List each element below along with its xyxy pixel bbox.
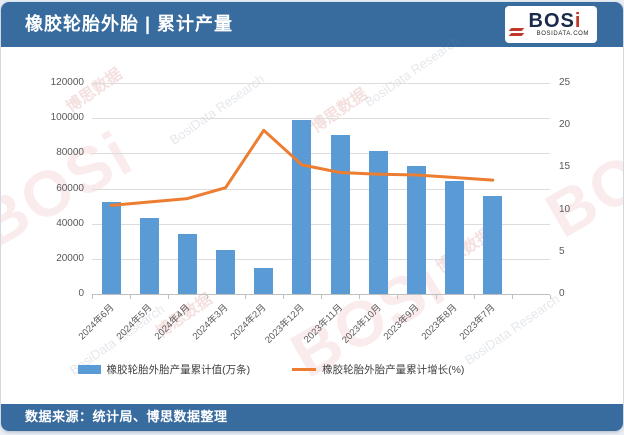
x-axis-tick [397, 295, 399, 299]
x-axis-label: 2023年8月 [419, 302, 460, 343]
legend-bar-swatch-icon [77, 365, 101, 374]
chart-footer: 数据来源：统计局、博思数据整理 [1, 404, 623, 431]
x-axis-label: 2023年11月 [302, 302, 346, 346]
bar-2023年7月 [483, 195, 503, 294]
y-axis-right-tick-label: 0 [559, 288, 565, 299]
x-axis-label: 2023年7月 [457, 302, 498, 343]
gridline [92, 188, 550, 190]
x-axis-label: 2024年6月 [76, 302, 117, 343]
watermark-logo: BOSi [1, 116, 145, 262]
y-axis-right-tick-label: 5 [559, 245, 565, 257]
x-axis-tick [359, 295, 361, 299]
y-axis-right-tick-label: 25 [559, 77, 571, 88]
watermark-logo: BOSi [534, 106, 623, 252]
bosidata-logo: BOSi BOSIDATA.COM [505, 6, 597, 43]
y-axis-left-tick-label: 120000 [50, 77, 84, 88]
logo-stripes-icon [508, 26, 525, 38]
bar-2023年9月 [406, 165, 426, 294]
bar-2024年6月 [101, 201, 121, 294]
y-axis-left-tick-label: 20000 [56, 252, 84, 264]
gridline [92, 153, 550, 155]
x-axis-label: 2023年9月 [381, 302, 422, 343]
watermark-cn: 博思数据 [308, 85, 371, 137]
bar-2023年8月 [445, 181, 465, 294]
logo-text: BOSi [528, 10, 582, 32]
x-axis-tick [550, 295, 551, 299]
x-axis-tick [435, 295, 437, 299]
x-axis-tick [244, 295, 246, 299]
legend-item-line: 橡胶轮胎外胎产量累计增长(%) [292, 362, 464, 377]
y-axis-left-tick-label: 100000 [50, 112, 84, 124]
x-axis-tick [206, 295, 208, 299]
legend-label: 橡胶轮胎外胎产量累计增长(%) [322, 364, 465, 376]
x-axis-tick [130, 295, 132, 299]
watermark-cn: 博思数据 [153, 290, 216, 342]
x-axis-tick [168, 295, 170, 299]
watermark-en: BosiData Research [461, 291, 563, 368]
watermark-en: BosiData Research [166, 71, 268, 148]
chart-header: 橡胶轮胎外胎 | 累计产量 BOSi BOSIDATA.COM [1, 2, 623, 47]
gridline [92, 83, 550, 84]
x-axis-label: 2023年10月 [339, 302, 384, 346]
x-axis-label: 2024年5月 [114, 302, 155, 343]
chart-legend: 橡胶轮胎外胎产量累计值(万条) 橡胶轮胎外胎产量累计增长(%) [1, 362, 541, 377]
gridline [92, 118, 550, 120]
data-source-text: 数据来源：统计局、博思数据整理 [25, 409, 228, 424]
x-axis-label: 2024年4月 [152, 302, 193, 343]
x-axis-tick [511, 295, 513, 299]
gridline [92, 223, 550, 225]
y-axis-right-tick-label: 15 [559, 161, 571, 173]
y-axis-left-tick-label: 60000 [56, 182, 84, 194]
bar-2024年2月 [254, 267, 274, 294]
bar-2023年11月 [330, 135, 350, 294]
y-axis-left-tick-label: 40000 [56, 217, 84, 229]
legend-line-swatch-icon [292, 367, 317, 372]
x-axis-label: 2023年12月 [263, 302, 307, 346]
x-axis-line [92, 294, 550, 295]
y-axis-right-tick-label: 10 [559, 203, 571, 215]
bar-2024年3月 [216, 249, 236, 294]
page-title: 橡胶轮胎外胎 | 累计产量 [25, 14, 234, 34]
legend-label: 橡胶轮胎外胎产量累计值(万条) [106, 364, 251, 376]
watermark-cn: 博思数据 [63, 65, 126, 117]
x-axis-label: 2024年3月 [190, 302, 231, 343]
bar-2024年4月 [177, 234, 197, 294]
bar-2023年10月 [368, 150, 388, 294]
x-axis-label: 2024年2月 [228, 302, 269, 343]
y-axis-left-tick-label: 0 [78, 288, 84, 299]
logo-caption: BOSIDATA.COM [536, 31, 589, 37]
legend-item-bar: 橡胶轮胎外胎产量累计值(万条) [77, 362, 251, 377]
watermark-cn: 博思数据 [433, 225, 496, 277]
x-axis-tick [92, 295, 93, 299]
y-axis-left-tick-label: 80000 [56, 147, 84, 159]
y-axis-right-tick-label: 20 [559, 119, 571, 131]
x-axis-tick [321, 295, 322, 299]
gridline [92, 258, 550, 260]
bar-2024年5月 [139, 218, 159, 294]
bar-2023年12月 [292, 120, 312, 294]
x-axis-tick [473, 295, 475, 299]
x-axis-tick [282, 295, 284, 299]
